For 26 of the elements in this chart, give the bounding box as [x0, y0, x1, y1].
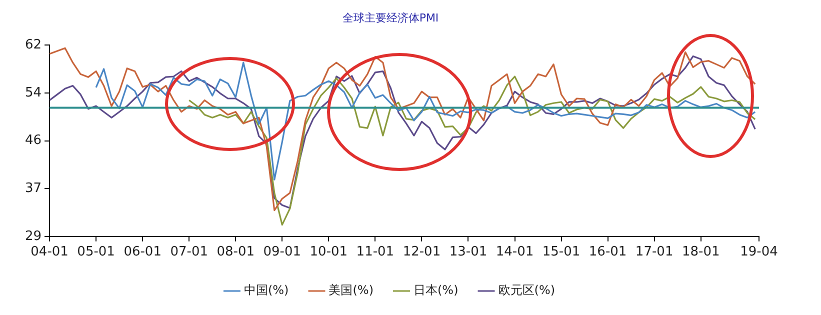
x-tick-label: 10-01 [310, 244, 348, 260]
x-tick-label: 14-01 [496, 244, 534, 260]
y-tick-label: 37 [24, 180, 42, 196]
x-tick-label: 17-01 [635, 244, 674, 260]
x-tick-label: 08-01 [216, 244, 255, 260]
x-tick-label: 16-01 [588, 244, 627, 260]
y-tick-label: 62 [24, 38, 42, 53]
x-tick-label: 09-01 [263, 244, 302, 260]
x-tick-label: 12-01 [402, 244, 441, 260]
chart-title: 全球主要经济体PMI [342, 11, 439, 24]
x-tick-label: 05-01 [77, 244, 115, 260]
x-tick-label: 13-01 [449, 244, 488, 260]
y-tick-label: 29 [24, 228, 42, 244]
x-tick-label: 06-01 [124, 244, 162, 260]
legend-label: 日本(%) [414, 283, 458, 298]
x-tick-label: 15-01 [542, 244, 580, 260]
x-tick-label: 19-04 [740, 244, 778, 260]
x-tick-label: 11-01 [356, 244, 394, 260]
x-tick-label: 07-01 [170, 244, 208, 260]
y-tick-label: 46 [24, 133, 42, 148]
x-tick-label: 18-01 [682, 244, 720, 260]
y-tick-label: 54 [24, 85, 42, 100]
x-tick-label: 04-01 [30, 244, 68, 260]
legend-label: 美国(%) [328, 283, 374, 298]
legend-label: 中国(%) [244, 283, 289, 298]
legend-label: 欧元区(%) [498, 283, 556, 298]
